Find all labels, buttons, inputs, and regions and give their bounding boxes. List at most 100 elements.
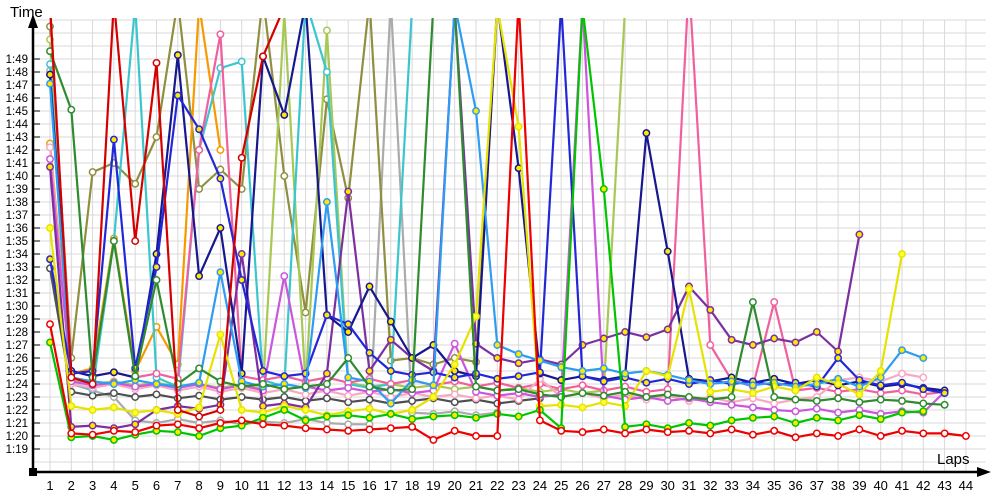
- data-point-yellowgreen: [322, 26, 331, 35]
- data-point-lime: [727, 416, 736, 425]
- data-point-red: [535, 416, 544, 425]
- data-point-forestgreen: [855, 398, 864, 407]
- data-point-lime: [834, 416, 843, 425]
- data-point-lightpink: [450, 390, 459, 399]
- data-point-lime: [898, 408, 906, 417]
- svg-text:1:34: 1:34: [6, 249, 29, 261]
- data-point-red: [322, 425, 331, 434]
- data-point-blue: [216, 174, 225, 183]
- data-point-dodgerblue: [514, 350, 523, 359]
- data-point-darkgray: [322, 394, 331, 403]
- data-point-dodgerblue: [812, 380, 821, 388]
- data-point-blue: [642, 378, 651, 387]
- data-point-orchid: [322, 386, 331, 395]
- svg-text:17: 17: [384, 478, 398, 493]
- data-point-purple: [748, 341, 757, 349]
- svg-text:1:48: 1:48: [6, 67, 28, 79]
- data-point-dodgerblue: [429, 381, 438, 390]
- data-point-red: [940, 429, 949, 438]
- svg-text:40: 40: [873, 478, 887, 493]
- svg-text:33: 33: [724, 478, 738, 493]
- data-point-forestgreen: [237, 382, 246, 391]
- svg-text:2: 2: [68, 478, 75, 493]
- data-point-dodgerblue: [748, 381, 757, 390]
- data-point-khaki: [131, 179, 140, 188]
- data-point-forestgreen: [663, 390, 672, 399]
- data-point-dodgerblue: [685, 376, 693, 385]
- data-point-forestgreen: [259, 380, 267, 388]
- svg-text:1:36: 1:36: [6, 223, 28, 235]
- svg-text:7: 7: [174, 478, 181, 493]
- svg-text:42: 42: [916, 478, 930, 493]
- data-point-red2: [152, 58, 161, 67]
- svg-text:19: 19: [426, 478, 440, 493]
- data-point-forestgreen: [67, 105, 76, 114]
- svg-text:1:37: 1:37: [6, 210, 28, 222]
- svg-text:26: 26: [575, 478, 589, 493]
- data-point-red: [195, 424, 204, 433]
- svg-text:1:29: 1:29: [6, 314, 28, 326]
- data-point-dodgerblue: [855, 382, 864, 391]
- data-point-lime: [301, 416, 310, 425]
- data-point-darkgray: [365, 395, 374, 404]
- svg-text:1:42: 1:42: [6, 145, 28, 157]
- data-point-red: [599, 425, 608, 434]
- data-point-red: [365, 425, 374, 434]
- data-point-purple: [88, 421, 97, 430]
- data-point-purple: [855, 230, 864, 239]
- data-point-yellow: [898, 250, 906, 258]
- series-lines: [46, 18, 970, 444]
- svg-text:1:38: 1:38: [6, 197, 28, 209]
- data-point-purple: [322, 369, 331, 378]
- data-point-lime: [365, 413, 374, 422]
- data-point-lime: [386, 409, 395, 418]
- data-point-blue: [919, 385, 928, 394]
- data-point-blue: [322, 311, 331, 320]
- data-point-lime: [770, 412, 779, 421]
- svg-text:31: 31: [682, 478, 696, 493]
- data-point-purple: [131, 420, 140, 429]
- data-point-red: [578, 428, 587, 437]
- data-point-yellow: [748, 389, 757, 398]
- data-point-navy: [365, 282, 374, 291]
- data-point-yellow: [642, 367, 651, 375]
- data-point-blue: [940, 389, 949, 398]
- svg-text:9: 9: [217, 478, 224, 493]
- data-point-orchid: [663, 396, 672, 405]
- data-point-khaki: [280, 172, 289, 180]
- data-point-purple: [46, 162, 54, 171]
- data-point-orchid: [748, 403, 757, 412]
- series-purple: [48, 18, 861, 430]
- data-point-red2: [131, 237, 140, 245]
- data-point-dodgerblue: [322, 198, 331, 206]
- data-point-red2: [88, 380, 97, 388]
- data-point-hotpink: [770, 298, 779, 307]
- x-axis-ticks: 1 2 3 4 5 6 7 8 9 10 11 12 13 14 15 16 17 18 19 20 21 22 23 24 2…: [46, 478, 973, 493]
- svg-text:25: 25: [554, 478, 568, 493]
- data-point-red: [642, 425, 651, 434]
- svg-text:20: 20: [447, 478, 461, 493]
- data-point-hotpink: [578, 381, 587, 390]
- data-point-purple: [344, 187, 353, 196]
- data-point-orchid: [834, 408, 843, 417]
- data-point-red: [706, 429, 715, 438]
- data-point-blue: [855, 376, 864, 385]
- data-point-blue: [109, 135, 118, 144]
- svg-text:39: 39: [852, 478, 866, 493]
- data-point-yellow: [876, 367, 885, 375]
- data-point-navy: [109, 368, 118, 377]
- data-point-red2: [216, 406, 225, 414]
- data-point-dodgerblue: [898, 346, 906, 355]
- data-point-red: [961, 432, 970, 440]
- data-point-purple: [493, 354, 502, 362]
- data-point-forestgreen: [131, 372, 140, 381]
- svg-text:1:28: 1:28: [6, 327, 28, 339]
- data-point-forestgreen: [940, 400, 949, 409]
- svg-text:14: 14: [320, 478, 334, 493]
- data-point-khaki: [301, 308, 310, 317]
- svg-text:27: 27: [597, 478, 611, 493]
- svg-text:29: 29: [639, 478, 653, 493]
- data-point-red2: [259, 52, 267, 61]
- data-point-yellow: [812, 373, 821, 382]
- data-point-forestgreen: [514, 385, 523, 394]
